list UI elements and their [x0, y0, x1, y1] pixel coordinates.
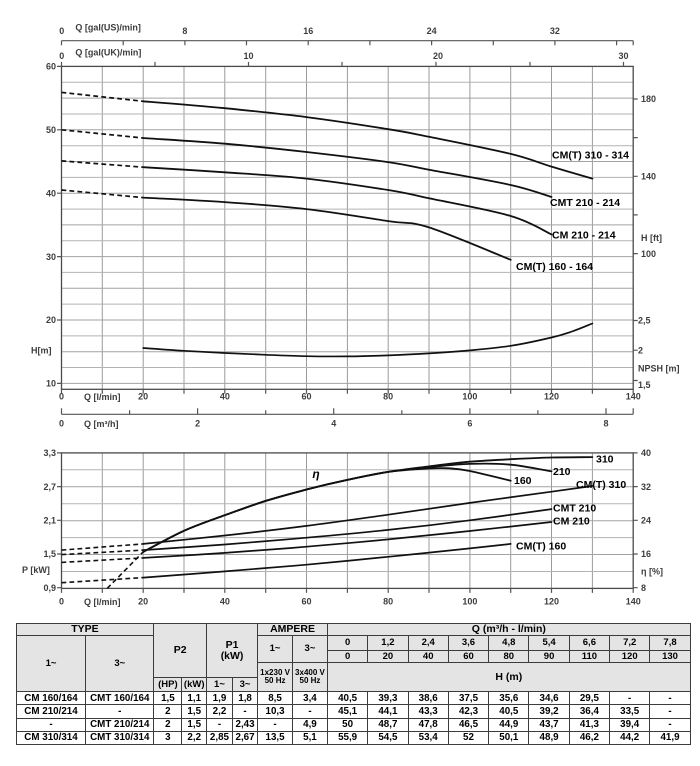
svg-text:50: 50	[46, 125, 56, 135]
svg-text:20: 20	[433, 51, 443, 61]
svg-text:η: η	[312, 467, 319, 481]
svg-text:120: 120	[544, 392, 559, 402]
svg-text:H [ft]: H [ft]	[641, 233, 662, 243]
svg-text:160: 160	[514, 475, 532, 487]
svg-text:CM(T) 310 - 314: CM(T) 310 - 314	[552, 150, 629, 162]
svg-text:Q [gal(UK)/min]: Q [gal(UK)/min]	[75, 48, 141, 58]
svg-text:Q [m³/h]: Q [m³/h]	[84, 419, 119, 429]
svg-text:0: 0	[59, 51, 64, 61]
svg-text:0: 0	[59, 597, 64, 607]
svg-text:CMT 210: CMT 210	[553, 503, 596, 515]
svg-text:20: 20	[138, 392, 148, 402]
svg-text:24: 24	[427, 26, 437, 36]
svg-text:0: 0	[59, 26, 64, 36]
svg-text:3,3: 3,3	[43, 448, 56, 458]
svg-text:100: 100	[462, 597, 477, 607]
svg-text:6: 6	[467, 419, 472, 429]
svg-text:20: 20	[138, 597, 148, 607]
svg-text:8: 8	[603, 419, 608, 429]
svg-text:8: 8	[182, 26, 187, 36]
svg-text:16: 16	[641, 549, 651, 559]
svg-text:2: 2	[195, 419, 200, 429]
svg-text:4: 4	[331, 419, 336, 429]
svg-text:0: 0	[59, 419, 64, 429]
svg-text:120: 120	[544, 597, 559, 607]
svg-text:CMT 210 - 214: CMT 210 - 214	[550, 197, 620, 209]
svg-text:60: 60	[46, 62, 56, 72]
svg-text:80: 80	[383, 392, 393, 402]
svg-text:8: 8	[641, 583, 646, 593]
svg-text:30: 30	[46, 252, 56, 262]
svg-text:32: 32	[550, 26, 560, 36]
svg-text:CM(T) 160: CM(T) 160	[516, 540, 566, 552]
svg-text:1,5: 1,5	[43, 549, 56, 559]
svg-text:60: 60	[302, 392, 312, 402]
svg-text:40: 40	[46, 188, 56, 198]
svg-text:40: 40	[220, 597, 230, 607]
svg-text:10: 10	[243, 51, 253, 61]
svg-text:60: 60	[302, 597, 312, 607]
svg-text:10: 10	[46, 379, 56, 389]
svg-text:Q [gal(US)/min]: Q [gal(US)/min]	[75, 23, 140, 33]
svg-text:Q [l/min]: Q [l/min]	[84, 392, 121, 402]
svg-text:80: 80	[383, 597, 393, 607]
svg-text:P [kW]: P [kW]	[22, 565, 50, 575]
svg-text:CM 210 - 214: CM 210 - 214	[552, 230, 616, 242]
svg-text:2,5: 2,5	[638, 316, 651, 326]
svg-text:20: 20	[46, 315, 56, 325]
svg-text:100: 100	[641, 249, 656, 259]
svg-text:CM(T) 310: CM(T) 310	[576, 479, 626, 491]
svg-text:180: 180	[641, 94, 656, 104]
svg-text:CM 210: CM 210	[553, 515, 590, 527]
svg-text:CM(T) 160 - 164: CM(T) 160 - 164	[516, 261, 593, 273]
svg-text:140: 140	[626, 392, 641, 402]
svg-text:24: 24	[641, 516, 651, 526]
svg-text:NPSH [m]: NPSH [m]	[638, 364, 680, 374]
svg-text:2,7: 2,7	[43, 482, 56, 492]
svg-text:Q [l/min]: Q [l/min]	[84, 597, 121, 607]
svg-text:140: 140	[641, 171, 656, 181]
svg-text:310: 310	[596, 454, 614, 466]
svg-text:H[m]: H[m]	[31, 346, 52, 356]
svg-text:0,9: 0,9	[43, 583, 56, 593]
svg-text:210: 210	[553, 466, 571, 478]
svg-text:16: 16	[303, 26, 313, 36]
svg-text:100: 100	[462, 392, 477, 402]
svg-text:0: 0	[59, 392, 64, 402]
svg-text:2: 2	[638, 345, 643, 355]
svg-text:η [%]: η [%]	[641, 567, 663, 577]
svg-text:30: 30	[618, 51, 628, 61]
svg-text:1,5: 1,5	[638, 380, 651, 390]
svg-text:140: 140	[626, 597, 641, 607]
svg-text:40: 40	[220, 392, 230, 402]
svg-text:32: 32	[641, 482, 651, 492]
svg-text:2,1: 2,1	[43, 516, 56, 526]
svg-text:40: 40	[641, 448, 651, 458]
